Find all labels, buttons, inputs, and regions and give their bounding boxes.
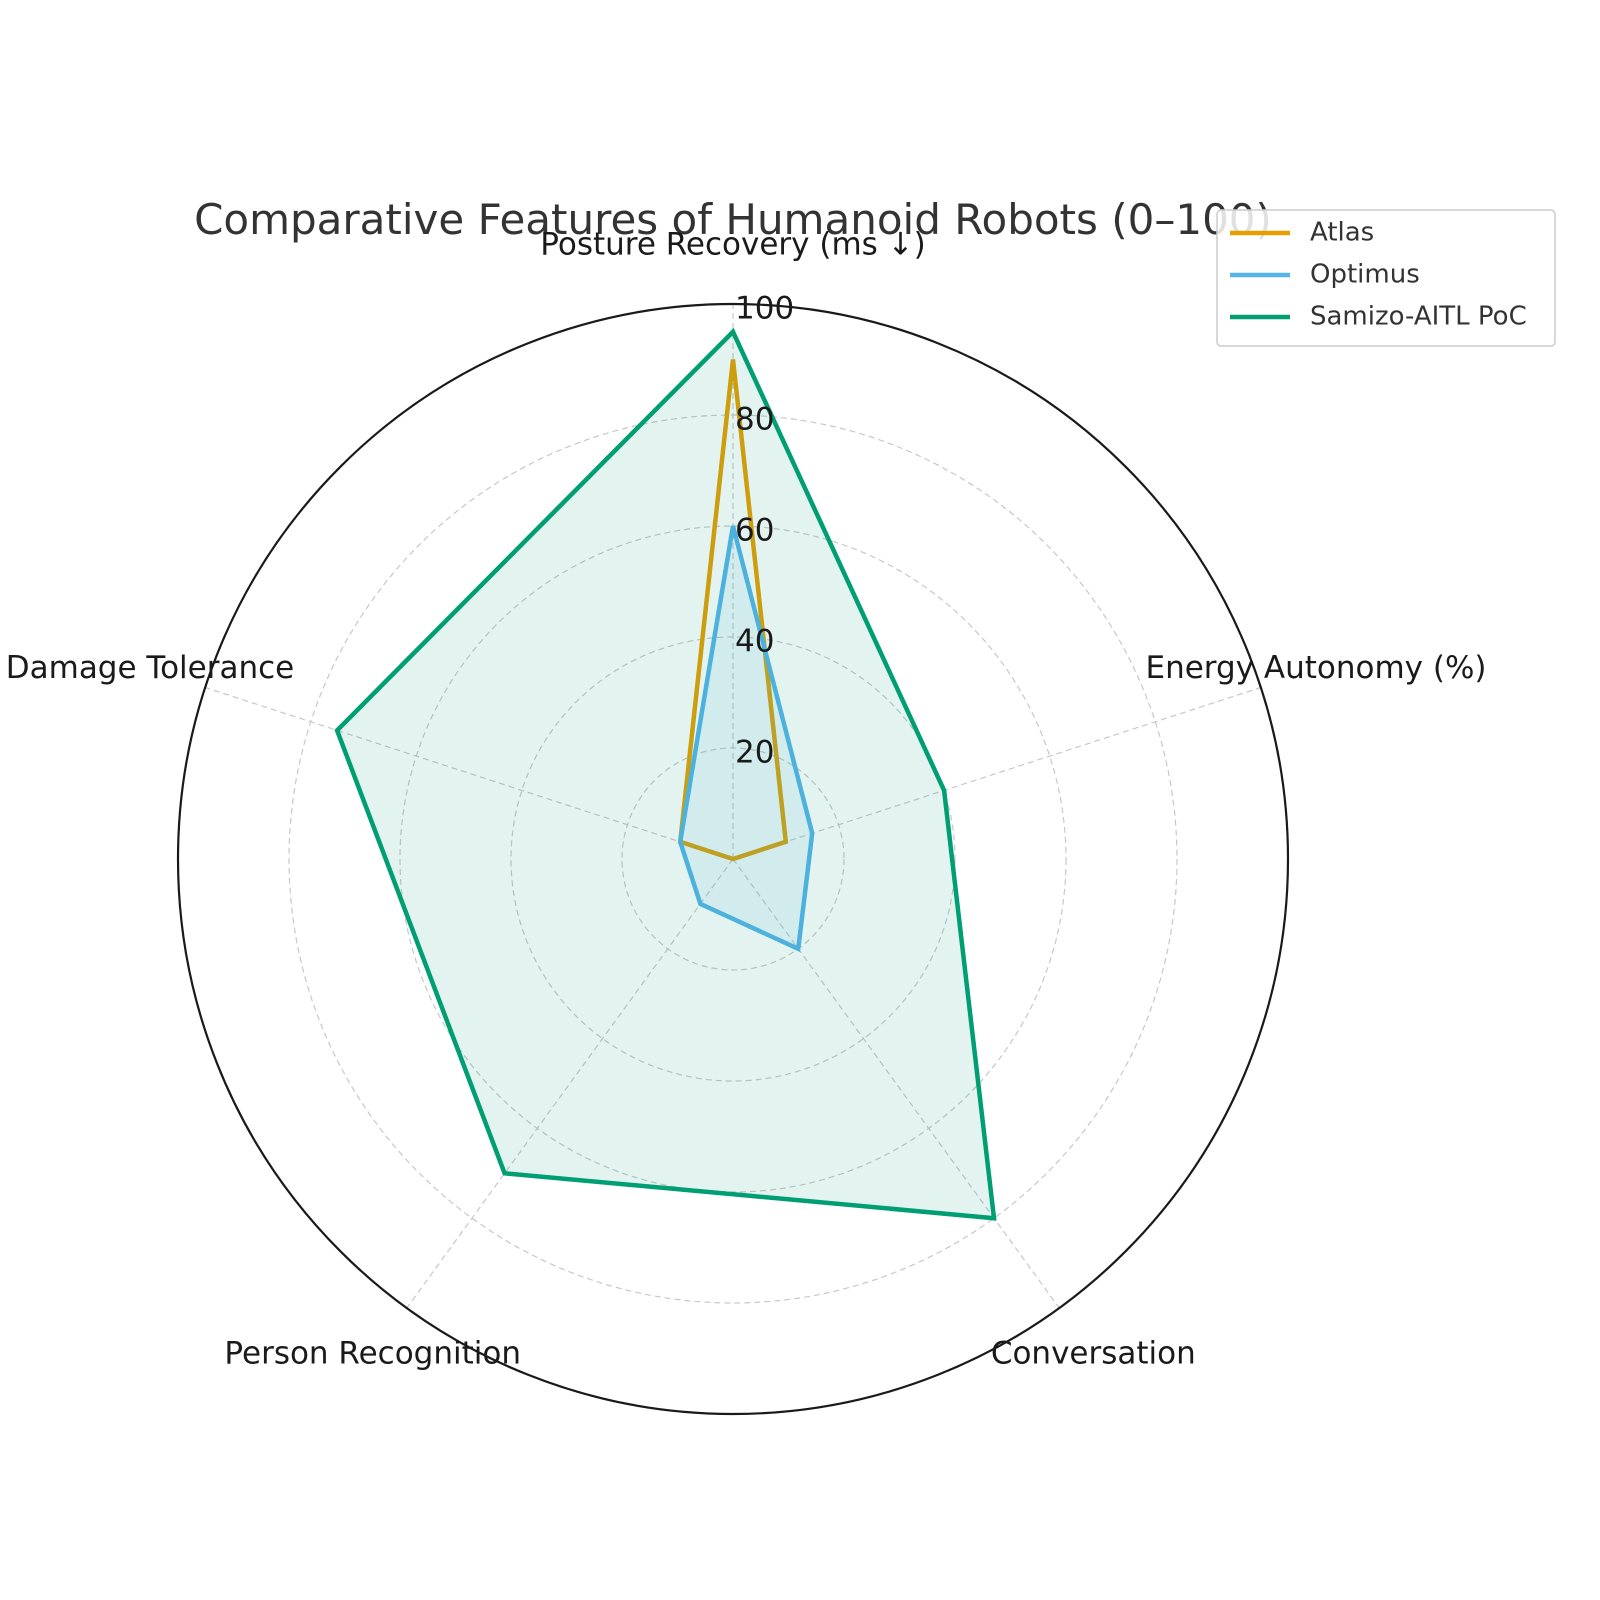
legend-label: Samizo-AITL PoC (1310, 302, 1527, 332)
grid-spoke (406, 858, 734, 1309)
tick-label: 100 (735, 291, 794, 327)
axis-label: Person Recognition (224, 1335, 521, 1371)
series-line (677, 359, 789, 862)
legend-label: Optimus (1310, 260, 1420, 290)
axis-label: Energy Autonomy (%) (1145, 650, 1486, 686)
tick-label: 80 (735, 402, 774, 438)
series-line (334, 327, 997, 1221)
axis-labels: Posture Recovery (ms ↓) Energy Autonomy (… (6, 227, 1487, 1372)
axis-label: Conversation (991, 1335, 1196, 1371)
tick-labels: 20 40 60 80 100 (735, 291, 794, 771)
grid-spoke (732, 858, 1060, 1309)
series-line (677, 525, 815, 953)
radar-frame (176, 302, 1290, 1416)
tick-label: 60 (735, 513, 774, 549)
axis-label: Damage Tolerance (6, 650, 295, 686)
series-layer (334, 327, 997, 1221)
legend-frame (1216, 209, 1556, 347)
grid-spoke (204, 686, 734, 860)
tick-label: 40 (735, 624, 774, 660)
chart-title: Comparative Features of Humanoid Robots … (194, 195, 1272, 244)
tick-label: 20 (735, 735, 774, 771)
legend: Atlas Optimus Samizo-AITL PoC (1216, 209, 1556, 347)
legend-label: Atlas (1310, 218, 1374, 248)
series-fill (680, 526, 813, 949)
grid-spoke (732, 686, 1262, 860)
axis-label: Posture Recovery (ms ↓) (540, 227, 925, 263)
series-fill (337, 331, 995, 1219)
